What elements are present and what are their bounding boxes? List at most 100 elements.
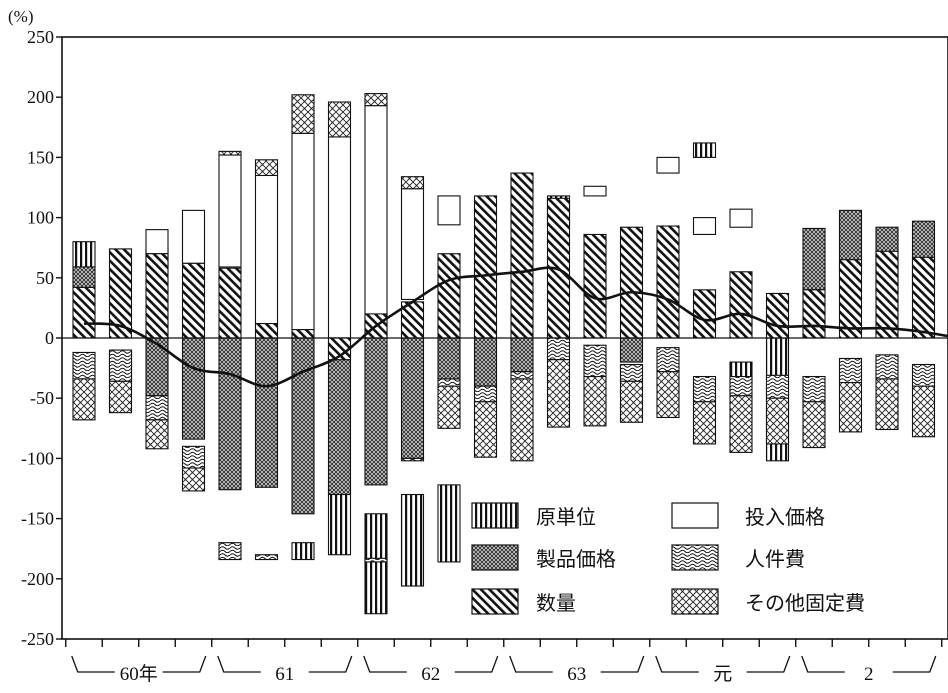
bar-suryo-18 (729, 271, 753, 339)
y-tick-label-9: 200 (27, 87, 54, 107)
bar-suryo-14 (583, 233, 607, 339)
y-unit-label: (%) (8, 7, 33, 26)
bar-sonota-9 (400, 176, 425, 190)
y-tick-label-5: 0 (45, 328, 54, 348)
bar-jinken-11 (473, 385, 498, 403)
x-group-brace-4 (655, 655, 791, 673)
legend-swatch-suryo (471, 588, 519, 615)
bar-suryo-23 (911, 256, 936, 339)
bar-suryo-16 (656, 225, 680, 339)
bar-sonota-11 (473, 401, 498, 458)
legend-swatch-gentan (471, 502, 519, 529)
bar-suryo-0 (72, 286, 96, 339)
bar-suryo-3 (181, 262, 206, 339)
x-group-brace-5 (801, 655, 937, 673)
bar-gentan-6 (291, 542, 315, 561)
bar-suryo-10 (437, 253, 461, 339)
bar-jinken-16 (656, 347, 680, 373)
bar-suryo-22 (875, 250, 899, 339)
bar-jinken-18 (729, 375, 753, 397)
bar-tonyu-4 (218, 154, 242, 268)
y-tick-label-6: 50 (36, 268, 54, 288)
bar-sonota-12 (510, 378, 534, 462)
x-group-brace-2 (363, 655, 499, 673)
bar-tonyu-7 (327, 136, 352, 339)
bar-jinken-13 (546, 337, 571, 361)
y-tick-label-7: 100 (27, 208, 54, 228)
x-group-brace-1 (217, 655, 353, 673)
bar-tonyu-14 (583, 185, 607, 197)
legend-item-gentan: 原単位 (471, 502, 596, 529)
y-tick-label-4: -50 (30, 388, 54, 408)
legend-swatch-seihin (471, 544, 519, 571)
bar-tonyu-3 (181, 209, 206, 264)
bar-tonyu-2 (145, 229, 169, 255)
bar-jinken-17 (692, 375, 717, 403)
x-group-label-3: 63 (567, 664, 586, 685)
bar-gentan-7 (327, 486, 352, 556)
bar-sonota-7 (327, 101, 352, 138)
bar-jinken-21 (838, 357, 863, 384)
line-layer (83, 266, 948, 388)
bar-jinken-8 (364, 557, 388, 563)
legend: 原単位 製品価格 数量 投入価格 人件費 その他固定費 (471, 502, 865, 615)
bar-sonota-3 (181, 467, 206, 492)
bar-sonota-6 (291, 94, 315, 134)
y-tick-label-8: 150 (27, 147, 54, 167)
bar-seihin-11 (473, 337, 498, 387)
bar-gentan-17 (692, 142, 717, 158)
bar-suryo-20 (802, 289, 826, 339)
legend-label-suryo: 数量 (536, 592, 576, 615)
bar-tonyu-8 (364, 105, 388, 339)
bar-tonyu-18 (729, 208, 753, 228)
bar-gentan-9 (400, 493, 425, 587)
bar-jinken-20 (802, 375, 826, 403)
bar-sonota-22 (875, 378, 899, 431)
bar-seihin-3 (181, 337, 206, 440)
bar-sonota-13 (546, 359, 571, 428)
bar-suryo-2 (145, 253, 169, 339)
bar-sonota-20 (802, 401, 826, 449)
bar-suryo-12 (510, 172, 534, 339)
bar-suryo-6 (291, 329, 315, 339)
line-series (83, 266, 948, 388)
bar-jinken-14 (583, 344, 607, 378)
bar-jinken-10 (437, 378, 461, 387)
bar-jinken-0 (72, 351, 96, 380)
bar-gentan-10 (437, 484, 461, 563)
bar-tonyu-9 (400, 188, 425, 301)
bar-tonyu-10 (437, 195, 461, 226)
bar-tonyu-5 (254, 174, 279, 325)
bar-sonota-18 (729, 395, 753, 453)
x-group-label-1: 61 (275, 664, 294, 685)
x-group-brace-3 (509, 655, 645, 673)
bar-jinken-19 (765, 374, 790, 399)
bar-suryo-4 (218, 267, 242, 339)
bar-seihin-20 (802, 227, 826, 291)
bar-seihin-12 (510, 337, 534, 373)
legend-item-tonyu: 投入価格 (671, 502, 825, 529)
x-group-label-5: 2 (864, 664, 874, 685)
x-axis: 60年 61 62 63 元 2 (65, 639, 943, 685)
bar-seihin-6 (291, 337, 315, 515)
bar-sonota-17 (692, 401, 717, 445)
bar-jinken-1 (108, 349, 133, 382)
bar-seihin-15 (619, 337, 644, 363)
bar-jinken-4 (218, 542, 242, 561)
y-tick-label-2: -150 (21, 509, 54, 529)
legend-item-sonota: その他固定費 (671, 588, 865, 615)
bar-suryo-15 (619, 226, 644, 339)
bar-sonota-19 (765, 397, 790, 445)
bar-suryo-11 (473, 195, 498, 339)
bar-jinken-15 (619, 363, 644, 382)
y-tick-label-0: -250 (21, 629, 54, 649)
bars-layer (72, 93, 936, 615)
bar-sonota-14 (583, 375, 607, 427)
bar-seihin-8 (364, 337, 388, 486)
bar-seihin-10 (437, 337, 461, 380)
bar-sonota-4 (218, 150, 242, 156)
x-group-label-4: 元 (713, 664, 732, 685)
legend-label-gentan: 原単位 (536, 506, 596, 529)
